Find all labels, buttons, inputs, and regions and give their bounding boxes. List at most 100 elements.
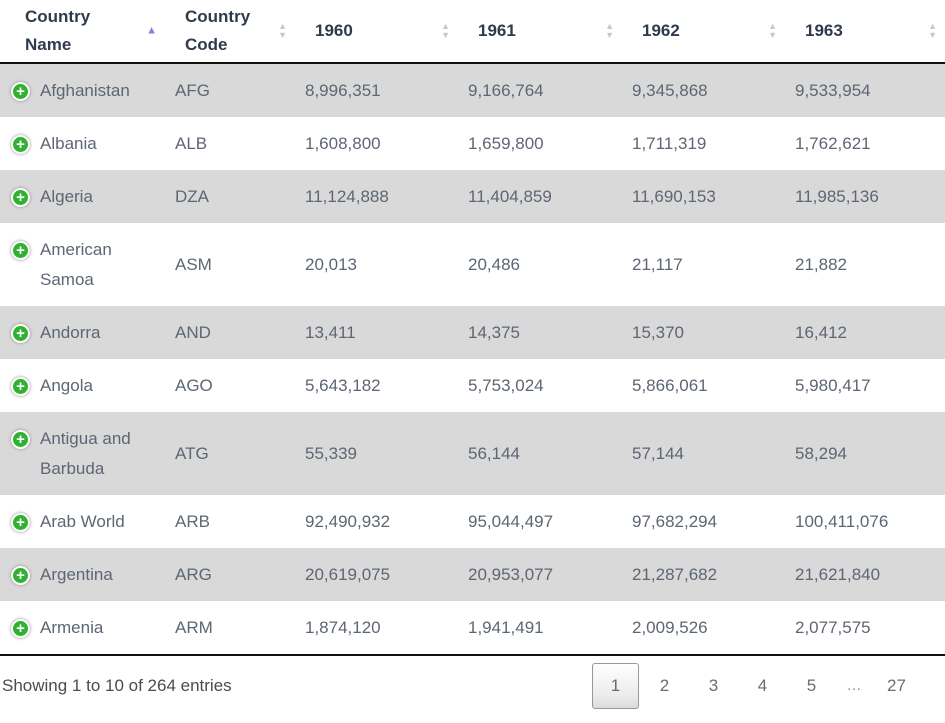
expand-row-icon[interactable]: + [11, 377, 30, 397]
table-row: + American Samoa ASM 20,013 20,486 21,117… [0, 223, 945, 306]
value-1963-cell: 9,533,954 [785, 63, 945, 117]
value-1960-cell: 92,490,932 [295, 495, 458, 548]
sort-icon: ▲ ▼ [768, 21, 777, 40]
country-name-cell: + Andorra [0, 306, 165, 359]
page-ellipsis: … [846, 677, 862, 694]
country-name-cell: + Angola [0, 359, 165, 412]
country-name-cell: + Antigua and Barbuda [0, 412, 165, 495]
expand-row-icon[interactable]: + [11, 566, 30, 586]
country-name: Antigua and Barbuda [40, 429, 131, 478]
value-1960-cell: 5,643,182 [295, 359, 458, 412]
value-1963-cell: 16,412 [785, 306, 945, 359]
column-header-label: Country Name [25, 7, 91, 54]
value-1963-cell: 5,980,417 [785, 359, 945, 412]
value-1963-cell: 2,077,575 [785, 601, 945, 654]
value-1961-cell: 95,044,497 [458, 495, 622, 548]
value-1962-cell: 2,009,526 [622, 601, 785, 654]
expand-row-icon[interactable]: + [11, 241, 30, 261]
value-1960-cell: 20,619,075 [295, 548, 458, 601]
value-1962-cell: 97,682,294 [622, 495, 785, 548]
country-name-cell: + Afghanistan [0, 63, 165, 117]
table-header-row: Country Name ▲ Country Code ▲ ▼ 1960 ▲ ▼ 1… [0, 0, 945, 64]
country-code-cell: AFG [165, 63, 295, 117]
country-name-cell: + Algeria [0, 170, 165, 223]
value-1962-cell: 11,690,153 [622, 170, 785, 223]
value-1962-cell: 15,370 [622, 306, 785, 359]
page-button-4[interactable]: 4 [757, 676, 768, 695]
pagination: 1 2 3 4 5 … 27 [592, 663, 920, 709]
country-name-cell: + Arab World [0, 495, 165, 548]
column-header-label: 1962 [642, 21, 680, 40]
expand-row-icon[interactable]: + [11, 324, 30, 344]
country-name: Algeria [40, 187, 93, 206]
table-row: + Afghanistan AFG 8,996,351 9,166,764 9,3… [0, 63, 945, 117]
country-name: Argentina [40, 565, 113, 584]
sort-icon: ▲ ▼ [278, 21, 287, 40]
value-1962-cell: 5,866,061 [622, 359, 785, 412]
country-name: Afghanistan [40, 81, 130, 100]
value-1962-cell: 21,287,682 [622, 548, 785, 601]
sort-icon: ▲ ▼ [441, 21, 450, 40]
value-1961-cell: 1,659,800 [458, 117, 622, 170]
country-name-cell: + Argentina [0, 548, 165, 601]
country-name: Armenia [40, 618, 104, 637]
sort-icon: ▲ ▼ [928, 21, 937, 40]
value-1961-cell: 14,375 [458, 306, 622, 359]
column-header-1961[interactable]: 1961 ▲ ▼ [458, 0, 622, 64]
expand-row-icon[interactable]: + [11, 619, 30, 639]
page-button-3[interactable]: 3 [708, 676, 719, 695]
value-1961-cell: 9,166,764 [458, 63, 622, 117]
column-header-country-code[interactable]: Country Code ▲ ▼ [165, 0, 295, 64]
country-code-cell: DZA [165, 170, 295, 223]
country-name-cell: + Albania [0, 117, 165, 170]
table-row: + Algeria DZA 11,124,888 11,404,859 11,69… [0, 170, 945, 223]
expand-row-icon[interactable]: + [11, 430, 30, 450]
value-1963-cell: 21,882 [785, 223, 945, 306]
column-header-1963[interactable]: 1963 ▲ ▼ [785, 0, 945, 64]
country-name-cell: + Armenia [0, 601, 165, 654]
page-button-2[interactable]: 2 [659, 676, 670, 695]
value-1960-cell: 13,411 [295, 306, 458, 359]
country-name: Arab World [40, 512, 125, 531]
column-header-label: 1963 [805, 21, 843, 40]
sort-ascending-icon: ▲ [146, 24, 157, 37]
value-1962-cell: 9,345,868 [622, 63, 785, 117]
value-1961-cell: 20,486 [458, 223, 622, 306]
sort-icon: ▲ ▼ [605, 21, 614, 40]
expand-row-icon[interactable]: + [11, 135, 30, 155]
column-header-label: Country Code [185, 7, 251, 54]
countries-table: Country Name ▲ Country Code ▲ ▼ 1960 ▲ ▼ 1… [0, 0, 945, 654]
expand-row-icon[interactable]: + [11, 82, 30, 102]
expand-row-icon[interactable]: + [11, 188, 30, 208]
value-1960-cell: 1,608,800 [295, 117, 458, 170]
page-button-1[interactable]: 1 [592, 663, 639, 709]
value-1961-cell: 20,953,077 [458, 548, 622, 601]
table-footer: Showing 1 to 10 of 264 entries 1 2 3 4 5… [0, 654, 945, 716]
page-button-5[interactable]: 5 [806, 676, 817, 695]
country-code-cell: AND [165, 306, 295, 359]
table-row: + Albania ALB 1,608,800 1,659,800 1,711,3… [0, 117, 945, 170]
country-name: American Samoa [40, 240, 112, 289]
value-1960-cell: 20,013 [295, 223, 458, 306]
column-header-country-name[interactable]: Country Name ▲ [0, 0, 165, 64]
value-1963-cell: 100,411,076 [785, 495, 945, 548]
value-1960-cell: 11,124,888 [295, 170, 458, 223]
column-header-1962[interactable]: 1962 ▲ ▼ [622, 0, 785, 64]
value-1963-cell: 21,621,840 [785, 548, 945, 601]
table-row: + Antigua and Barbuda ATG 55,339 56,144 5… [0, 412, 945, 495]
page-button-27[interactable]: 27 [887, 676, 906, 695]
country-code-cell: ATG [165, 412, 295, 495]
table-row: + Armenia ARM 1,874,120 1,941,491 2,009,5… [0, 601, 945, 654]
column-header-label: 1960 [315, 21, 353, 40]
country-code-cell: ARB [165, 495, 295, 548]
value-1963-cell: 11,985,136 [785, 170, 945, 223]
country-code-cell: ARM [165, 601, 295, 654]
expand-row-icon[interactable]: + [11, 513, 30, 533]
country-name: Albania [40, 134, 97, 153]
country-code-cell: ALB [165, 117, 295, 170]
column-header-1960[interactable]: 1960 ▲ ▼ [295, 0, 458, 64]
country-code-cell: ASM [165, 223, 295, 306]
value-1962-cell: 1,711,319 [622, 117, 785, 170]
column-header-label: 1961 [478, 21, 516, 40]
